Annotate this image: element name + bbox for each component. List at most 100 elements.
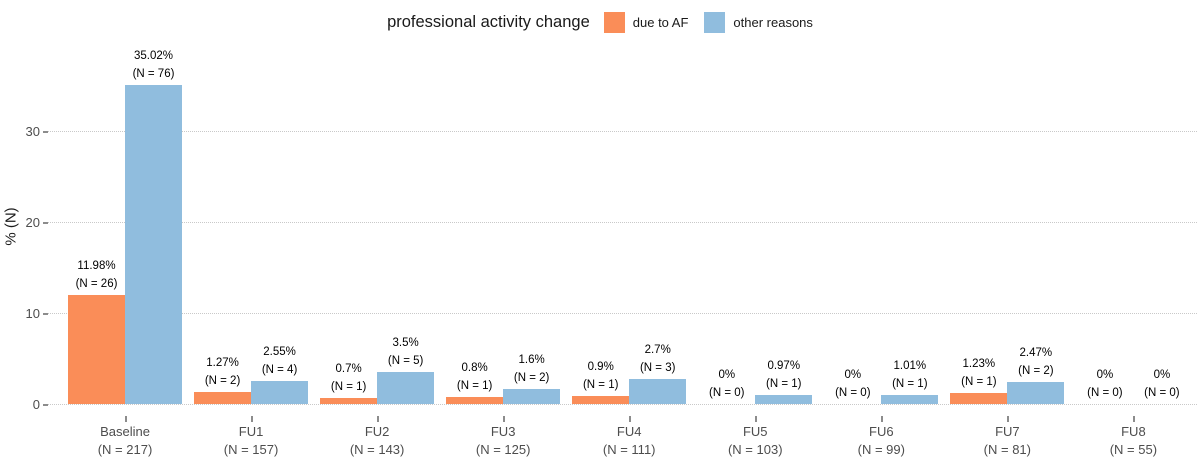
gridline bbox=[48, 404, 1197, 405]
bar-percent-label: 35.02% bbox=[133, 50, 173, 63]
bar-percent-label: 0.9% bbox=[587, 360, 614, 373]
y-tick-label: 20 bbox=[25, 215, 40, 230]
bar-n-label: (N = 2) bbox=[204, 375, 241, 388]
bar-due-to-af bbox=[950, 392, 1008, 404]
x-axis-label-line2: (N = 55) bbox=[1109, 441, 1158, 457]
bar-percent-label: 1.01% bbox=[893, 359, 927, 372]
bar-n-label: (N = 1) bbox=[330, 380, 367, 393]
x-axis-label: Baseline (N = 217) bbox=[65, 423, 185, 458]
bar-percent-label: 11.98% bbox=[77, 259, 116, 272]
bar-percent-label: 0% bbox=[1153, 369, 1171, 381]
bar-other-reasons bbox=[377, 372, 435, 404]
bar-value-label: 0.7% (N = 1) bbox=[307, 360, 391, 396]
x-tick bbox=[629, 416, 631, 422]
x-axis-label-line2: (N = 217) bbox=[97, 441, 153, 457]
bar-n-label: (N = 26) bbox=[75, 277, 118, 290]
x-axis-label-line1: FU8 bbox=[1121, 424, 1146, 439]
x-axis-label-line1: FU1 bbox=[238, 424, 264, 439]
y-tick-label: 0 bbox=[32, 397, 40, 412]
x-tick bbox=[377, 416, 379, 422]
bar-value-label: 0.8% (N = 1) bbox=[433, 359, 517, 395]
bar-other-reasons bbox=[1007, 381, 1065, 404]
x-axis-label-line1: FU3 bbox=[490, 424, 516, 439]
bar-n-label: (N = 3) bbox=[639, 362, 676, 375]
bar-other-reasons bbox=[755, 395, 813, 404]
bar-other-reasons bbox=[251, 380, 309, 404]
legend-title: professional activity change bbox=[387, 12, 590, 31]
bar-percent-label: 2.47% bbox=[1019, 346, 1053, 359]
bar-due-to-af bbox=[446, 396, 504, 404]
gridline bbox=[48, 131, 1197, 132]
bar-percent-label: 1.6% bbox=[518, 354, 545, 367]
x-axis-label: FU5 (N = 103) bbox=[695, 423, 815, 458]
x-tick bbox=[251, 416, 253, 422]
bar-value-label: 0% (N = 0) bbox=[1063, 366, 1147, 402]
bar-value-label: 11.98% (N = 26) bbox=[55, 257, 139, 293]
x-axis-label: FU4 (N = 111) bbox=[569, 423, 689, 458]
bar-other-reasons bbox=[125, 85, 182, 404]
x-axis-label-line1: FU2 bbox=[364, 424, 390, 439]
bar-other-reasons bbox=[503, 389, 561, 404]
bar-n-label: (N = 4) bbox=[261, 363, 298, 376]
x-axis-label: FU2 (N = 143) bbox=[317, 423, 437, 458]
bar-value-label: 0.97% (N = 1) bbox=[742, 357, 826, 393]
x-axis-label: FU7 (N = 81) bbox=[947, 423, 1067, 458]
bar-n-label: (N = 0) bbox=[1144, 387, 1180, 399]
bar-n-label: (N = 5) bbox=[387, 355, 424, 368]
bar-n-label: (N = 0) bbox=[835, 387, 871, 399]
x-tick bbox=[503, 416, 505, 422]
bar-n-label: (N = 1) bbox=[582, 378, 619, 391]
bar-value-label: 1.01% (N = 1) bbox=[868, 357, 952, 393]
y-tick bbox=[43, 222, 48, 224]
bar-n-label: (N = 1) bbox=[961, 375, 997, 388]
bar-value-label: 0.9% (N = 1) bbox=[559, 358, 643, 394]
x-axis-label-line2: (N = 111) bbox=[602, 441, 656, 457]
other-reasons-swatch bbox=[704, 11, 726, 33]
y-tick bbox=[43, 404, 48, 406]
bar-percent-label: 2.55% bbox=[263, 345, 296, 358]
bar-value-label: 3.5% (N = 5) bbox=[364, 334, 448, 370]
gridline bbox=[48, 222, 1197, 223]
legend-item-other-reasons: other reasons bbox=[704, 11, 813, 33]
x-tick bbox=[125, 416, 127, 422]
due-to-af-swatch bbox=[603, 11, 625, 33]
bar-percent-label: 0.97% bbox=[767, 360, 801, 373]
x-tick bbox=[755, 416, 757, 422]
bar-value-label: 1.27% (N = 2) bbox=[181, 354, 265, 390]
bar-value-label: 2.55% (N = 4) bbox=[238, 343, 322, 379]
bar-due-to-af bbox=[194, 392, 252, 404]
y-tick bbox=[43, 131, 48, 133]
bar-percent-label: 1.27% bbox=[206, 357, 239, 370]
bar-n-label: (N = 76) bbox=[132, 68, 175, 81]
y-tick-label: 30 bbox=[25, 124, 40, 139]
x-axis-label-line1: FU7 bbox=[995, 424, 1020, 439]
x-axis-label-line2: (N = 125) bbox=[475, 441, 531, 457]
x-axis-label-line1: FU5 bbox=[742, 424, 768, 439]
legend-item-due-to-af: due to AF bbox=[603, 11, 688, 33]
x-axis-label-line2: (N = 99) bbox=[857, 441, 905, 457]
x-axis-label: FU3 (N = 125) bbox=[443, 423, 563, 458]
bar-n-label: (N = 0) bbox=[1087, 387, 1123, 399]
y-tick bbox=[43, 313, 48, 315]
x-tick bbox=[1007, 416, 1009, 422]
x-axis-label: FU8 (N = 55) bbox=[1073, 423, 1193, 458]
legend: professional activity change due to AF o… bbox=[0, 8, 1200, 36]
bar-value-label: 2.7% (N = 3) bbox=[616, 341, 700, 377]
bar-value-label: 0% (N = 0) bbox=[685, 366, 769, 402]
bar-due-to-af bbox=[68, 294, 125, 404]
bar-n-label: (N = 1) bbox=[766, 378, 802, 391]
bar-n-label: (N = 1) bbox=[456, 379, 493, 392]
bar-other-reasons bbox=[629, 379, 687, 404]
x-axis-label-line2: (N = 81) bbox=[983, 441, 1031, 457]
bar-value-label: 1.23% (N = 1) bbox=[937, 355, 1021, 391]
bar-value-label: 0% (N = 0) bbox=[811, 366, 895, 402]
x-axis-label-line1: FU4 bbox=[616, 424, 642, 439]
bar-due-to-af bbox=[320, 397, 378, 404]
bar-percent-label: 1.23% bbox=[962, 357, 996, 370]
bar-n-label: (N = 1) bbox=[892, 377, 928, 390]
bar-percent-label: 0% bbox=[1096, 369, 1114, 381]
bar-n-label: (N = 0) bbox=[709, 387, 745, 399]
x-axis-label-line1: FU6 bbox=[869, 424, 894, 439]
gridline bbox=[48, 313, 1197, 314]
